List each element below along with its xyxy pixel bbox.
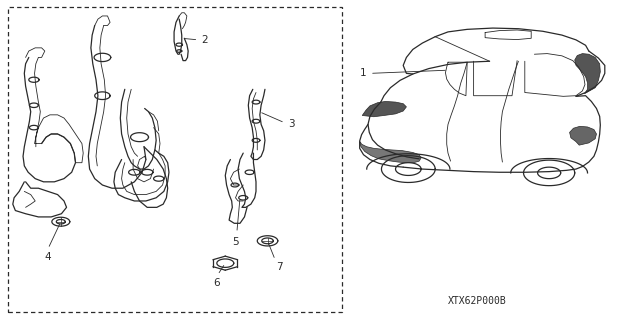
Text: XTX62P000B: XTX62P000B xyxy=(447,296,506,307)
Text: 6: 6 xyxy=(213,278,220,288)
Polygon shape xyxy=(360,142,421,163)
Bar xyxy=(8,7,342,312)
Polygon shape xyxy=(570,126,596,145)
Text: 5: 5 xyxy=(232,237,239,247)
Polygon shape xyxy=(575,54,600,94)
Text: 3: 3 xyxy=(288,119,294,130)
Text: 4: 4 xyxy=(45,252,51,262)
Text: 7: 7 xyxy=(276,262,283,272)
Text: 2: 2 xyxy=(202,35,208,45)
Text: 1: 1 xyxy=(360,68,366,78)
Polygon shape xyxy=(362,101,406,117)
